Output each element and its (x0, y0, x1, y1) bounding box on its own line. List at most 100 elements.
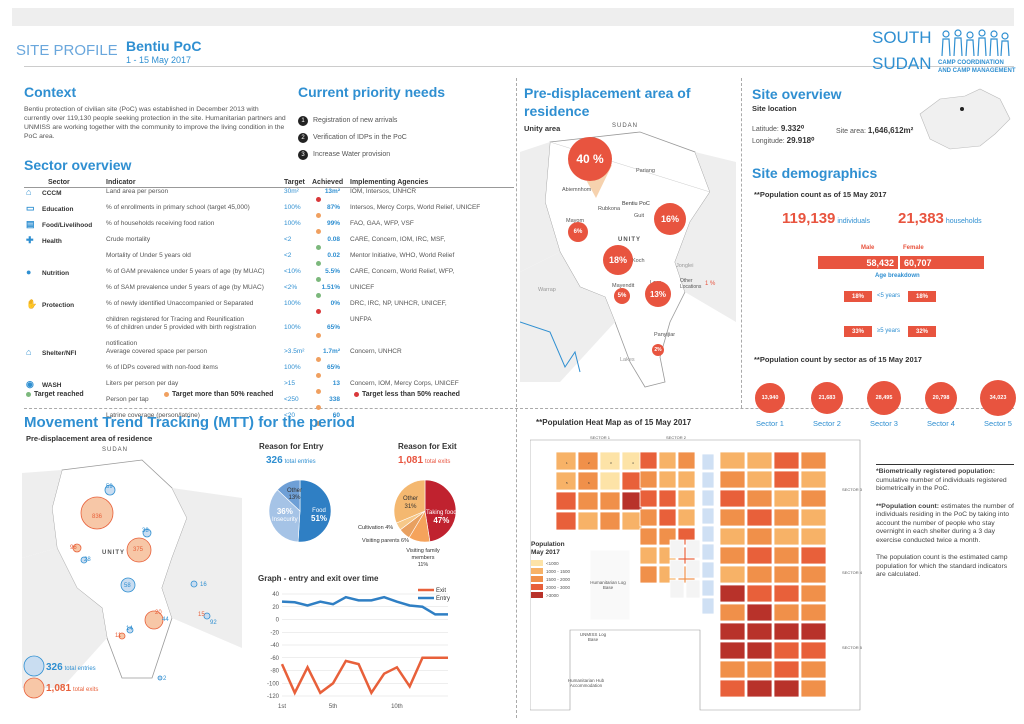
heat-block (658, 489, 677, 508)
sector-bubble: 20,798 (924, 381, 958, 415)
table-row: ⌂ CCCM Land area per person 30m² 13m² IOM, In… (24, 188, 514, 205)
table-row: children registered for Tracing and Reun… (106, 316, 372, 323)
mtt-val-14: 14 (126, 626, 133, 632)
table-row: ✚ Health Crude mortality <2 0.08 CARE, Concer… (24, 236, 514, 252)
population-heatmap: 1 2 3 4 5 6 (530, 439, 861, 711)
heat-block (773, 660, 800, 679)
heat-block (599, 451, 621, 471)
sector-bubble: 21,683 (810, 381, 844, 415)
heat-block (719, 584, 746, 603)
context-text: Bentiu protection of civilian site (PoC)… (24, 106, 286, 140)
households-count: 21,383 households (898, 210, 982, 227)
heatmap-legend: <1000 1000 - 1500 1500 - 2000 2000 - 3000 >3… (531, 559, 570, 599)
y-tick-label: -80 (270, 669, 279, 675)
table-row: ⌂ Shelter/NFI Average covered space per pe… (24, 348, 514, 364)
sector-legend: Target reached Target more than 50% reac… (26, 391, 460, 398)
heat-block (773, 527, 800, 546)
bubble-40: 40 % (568, 137, 612, 181)
block-label: 5 (566, 481, 568, 485)
col-sector: Sector (24, 178, 104, 188)
site-outline (530, 439, 861, 711)
y-tick-label: -100 (267, 681, 280, 687)
status-dot (316, 420, 321, 426)
heat-block (773, 641, 800, 660)
status-dot (316, 212, 321, 218)
status-dot (316, 276, 321, 282)
people-icon (941, 29, 1010, 57)
heat-block (677, 489, 696, 508)
demographics-title: Site demographics (752, 165, 878, 181)
divider-right (741, 78, 742, 408)
heat-block (577, 491, 599, 511)
map-label-bentiu: Bentiu PoC (622, 201, 650, 207)
heat-block (746, 546, 773, 565)
heat-block (555, 511, 577, 531)
table-row: % of children under 5 provided with birt… (24, 324, 514, 340)
map-label-mayom: Mayom (566, 218, 585, 224)
empty-block (669, 579, 685, 599)
heat-block (746, 470, 773, 489)
heat-block (800, 546, 827, 565)
block-label: 2 (588, 461, 590, 465)
pie-slice (268, 489, 301, 543)
heatmap-legend-title: Population May 2017 (531, 541, 565, 556)
status-dot (316, 260, 321, 266)
heat-block (800, 489, 827, 508)
heat-block (677, 508, 696, 527)
map-label-koch: Koch (632, 258, 645, 264)
table-row: ▤ Food/Livelihood% of households receivin… (24, 220, 514, 236)
context-title: Context (24, 84, 77, 100)
heat-block (773, 603, 800, 622)
status-dot (316, 388, 321, 394)
age-breakdown-label: Age breakdown (875, 273, 920, 279)
heat-block (800, 470, 827, 489)
exit-cultivation-label: Cultivation 4% (358, 525, 394, 531)
water-block (701, 543, 715, 561)
heat-block (800, 622, 827, 641)
pie-slice (393, 479, 426, 524)
individuals-count: 119,139 individuals (782, 210, 871, 227)
y-tick-label: -120 (267, 694, 280, 700)
sector-bubble-label: Sector 2 (813, 419, 841, 428)
heat-block (658, 451, 677, 470)
mtt-val-20: 20 (155, 610, 162, 616)
divider-middle (516, 78, 517, 718)
mtt-exits-total: 1,081 total exits (46, 683, 99, 694)
map-label-sudan: SUDAN (612, 123, 639, 129)
table-row: ▭ Education% of enrollments in primary sc… (24, 204, 514, 220)
health-icon: ✚ (26, 235, 34, 245)
x-tick-label: 5th (329, 704, 337, 710)
heat-block (555, 471, 577, 491)
y-tick-label: -60 (270, 656, 279, 662)
hum-log-base: Humanitarian Log Base (590, 580, 626, 590)
heat-block (577, 471, 599, 491)
site-location-label: Site location (752, 104, 797, 113)
empty-block (685, 539, 701, 559)
shelter-nfi-icon: ⌂ (26, 347, 32, 357)
legend-swatch (531, 560, 543, 566)
heat-block (746, 641, 773, 660)
heat-block (800, 451, 827, 470)
y-tick-label: 20 (272, 605, 279, 611)
priority-title: Current priority needs (298, 84, 446, 100)
heat-block (719, 622, 746, 641)
heat-block (800, 603, 827, 622)
status-dot (316, 356, 321, 362)
table-row: % of SAM prevalence under 5 years of age… (24, 284, 514, 300)
exit-parents-label: Visiting parents 6% (362, 538, 409, 544)
heat-block (719, 470, 746, 489)
heat-block (719, 565, 746, 584)
water-block (701, 525, 715, 543)
heat-block (639, 546, 658, 565)
water-block (701, 597, 715, 615)
entry-insecurity-label: 36% Insecurity (272, 507, 298, 524)
mtt-val-59: 59 (106, 484, 113, 490)
legend-label: Exit (436, 588, 446, 594)
mtt-label-sudan: SUDAN (102, 447, 129, 453)
y-tick-label: -40 (270, 643, 279, 649)
legend-label: Entry (436, 596, 450, 602)
heat-block (773, 508, 800, 527)
exit-other-label: Other 31% (403, 496, 419, 510)
heat-block (719, 603, 746, 622)
heat-sector5-label: SECTOR 5 (842, 645, 862, 650)
